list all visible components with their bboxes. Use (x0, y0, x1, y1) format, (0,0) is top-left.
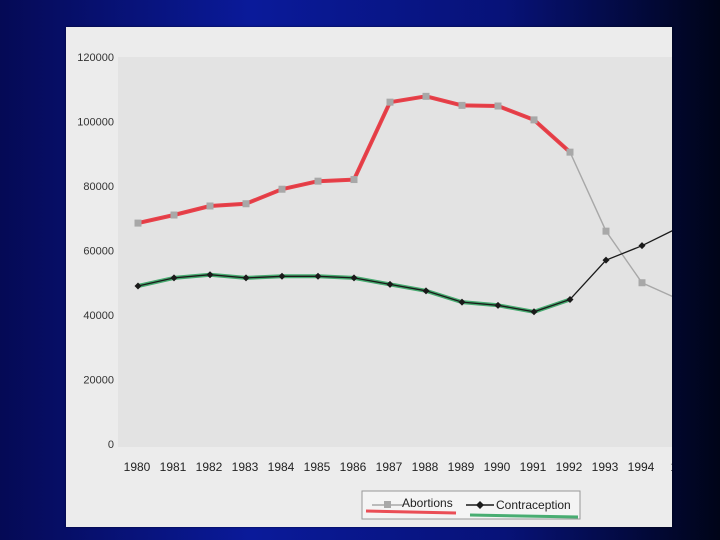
data-point-abortions (350, 176, 358, 184)
y-axis: 0 20000 40000 60000 80000 100000 120000 (77, 52, 114, 451)
legend-label-abortions: Abortions (402, 496, 453, 510)
legend-marker-contraception (476, 501, 484, 509)
data-point-abortions (206, 202, 214, 210)
x-tick-label: 1992 (556, 460, 583, 474)
x-axis: 1980 1981 1982 1983 1984 1985 1986 1987 1988 1989… (124, 460, 672, 474)
plot-area (118, 57, 672, 447)
legend: Abortions Contraception (361, 490, 581, 520)
x-tick-label: 1989 (448, 460, 475, 474)
y-tick-label: 80000 (83, 181, 114, 193)
data-point-abortions (386, 98, 394, 106)
x-tick-label: 1982 (196, 460, 223, 474)
data-point-abortions (170, 211, 178, 219)
x-tick-label: 1988 (412, 460, 439, 474)
series-lines (134, 92, 672, 316)
legend-highlight-abortions (365, 509, 457, 515)
data-point-abortions (242, 200, 250, 208)
data-point-abortions (494, 102, 502, 110)
data-point-contraception (278, 272, 286, 280)
data-point-contraception (242, 274, 250, 282)
data-point-contraception (422, 287, 430, 295)
y-tick-label: 100000 (77, 117, 114, 129)
data-point-abortions (314, 177, 322, 185)
data-point-abortions (134, 219, 142, 227)
x-tick-label: 1981 (160, 460, 187, 474)
x-tick-label: 1985 (304, 460, 331, 474)
data-point-contraception (602, 256, 610, 264)
legend-marker-abortions (384, 501, 391, 508)
data-point-contraception (350, 274, 358, 282)
data-point-contraception (566, 296, 574, 304)
data-point-contraception (134, 282, 142, 290)
data-point-contraception (494, 301, 502, 309)
data-point-contraception (206, 271, 214, 279)
x-tick-label: 1994 (628, 460, 655, 474)
y-tick-label: 0 (108, 439, 114, 451)
data-point-contraception (386, 280, 394, 288)
data-point-abortions (566, 148, 574, 156)
data-point-abortions (458, 101, 466, 109)
data-point-abortions (278, 185, 286, 193)
y-tick-label: 120000 (77, 52, 114, 64)
x-tick-label: 1984 (268, 460, 295, 474)
data-point-abortions (422, 92, 430, 100)
legend-highlight-contraception (469, 513, 579, 519)
x-tick-label: 1993 (592, 460, 619, 474)
data-point-abortions (638, 279, 646, 287)
data-point-contraception (638, 242, 646, 250)
series-line-contraception (137, 230, 672, 313)
legend-label-contraception: Contraception (496, 498, 571, 512)
x-tick-label: 1986 (340, 460, 367, 474)
data-point-contraception (314, 272, 322, 280)
y-tick-label: 60000 (83, 246, 114, 258)
data-point-abortions (602, 227, 610, 235)
x-tick-label: 1991 (520, 460, 547, 474)
x-tick-label: 1987 (376, 460, 403, 474)
data-point-abortions (530, 116, 538, 124)
chart-photo: 0 20000 40000 60000 80000 100000 120000 1980 19… (66, 27, 672, 527)
data-point-contraception (458, 298, 466, 306)
x-tick-label: 1980 (124, 460, 151, 474)
x-tick-label: 1990 (484, 460, 511, 474)
data-point-contraception (530, 308, 538, 316)
y-tick-label: 20000 (83, 375, 114, 387)
data-point-contraception (170, 274, 178, 282)
x-tick-label: 19 (670, 460, 672, 474)
y-tick-label: 40000 (83, 310, 114, 322)
x-tick-label: 1983 (232, 460, 259, 474)
